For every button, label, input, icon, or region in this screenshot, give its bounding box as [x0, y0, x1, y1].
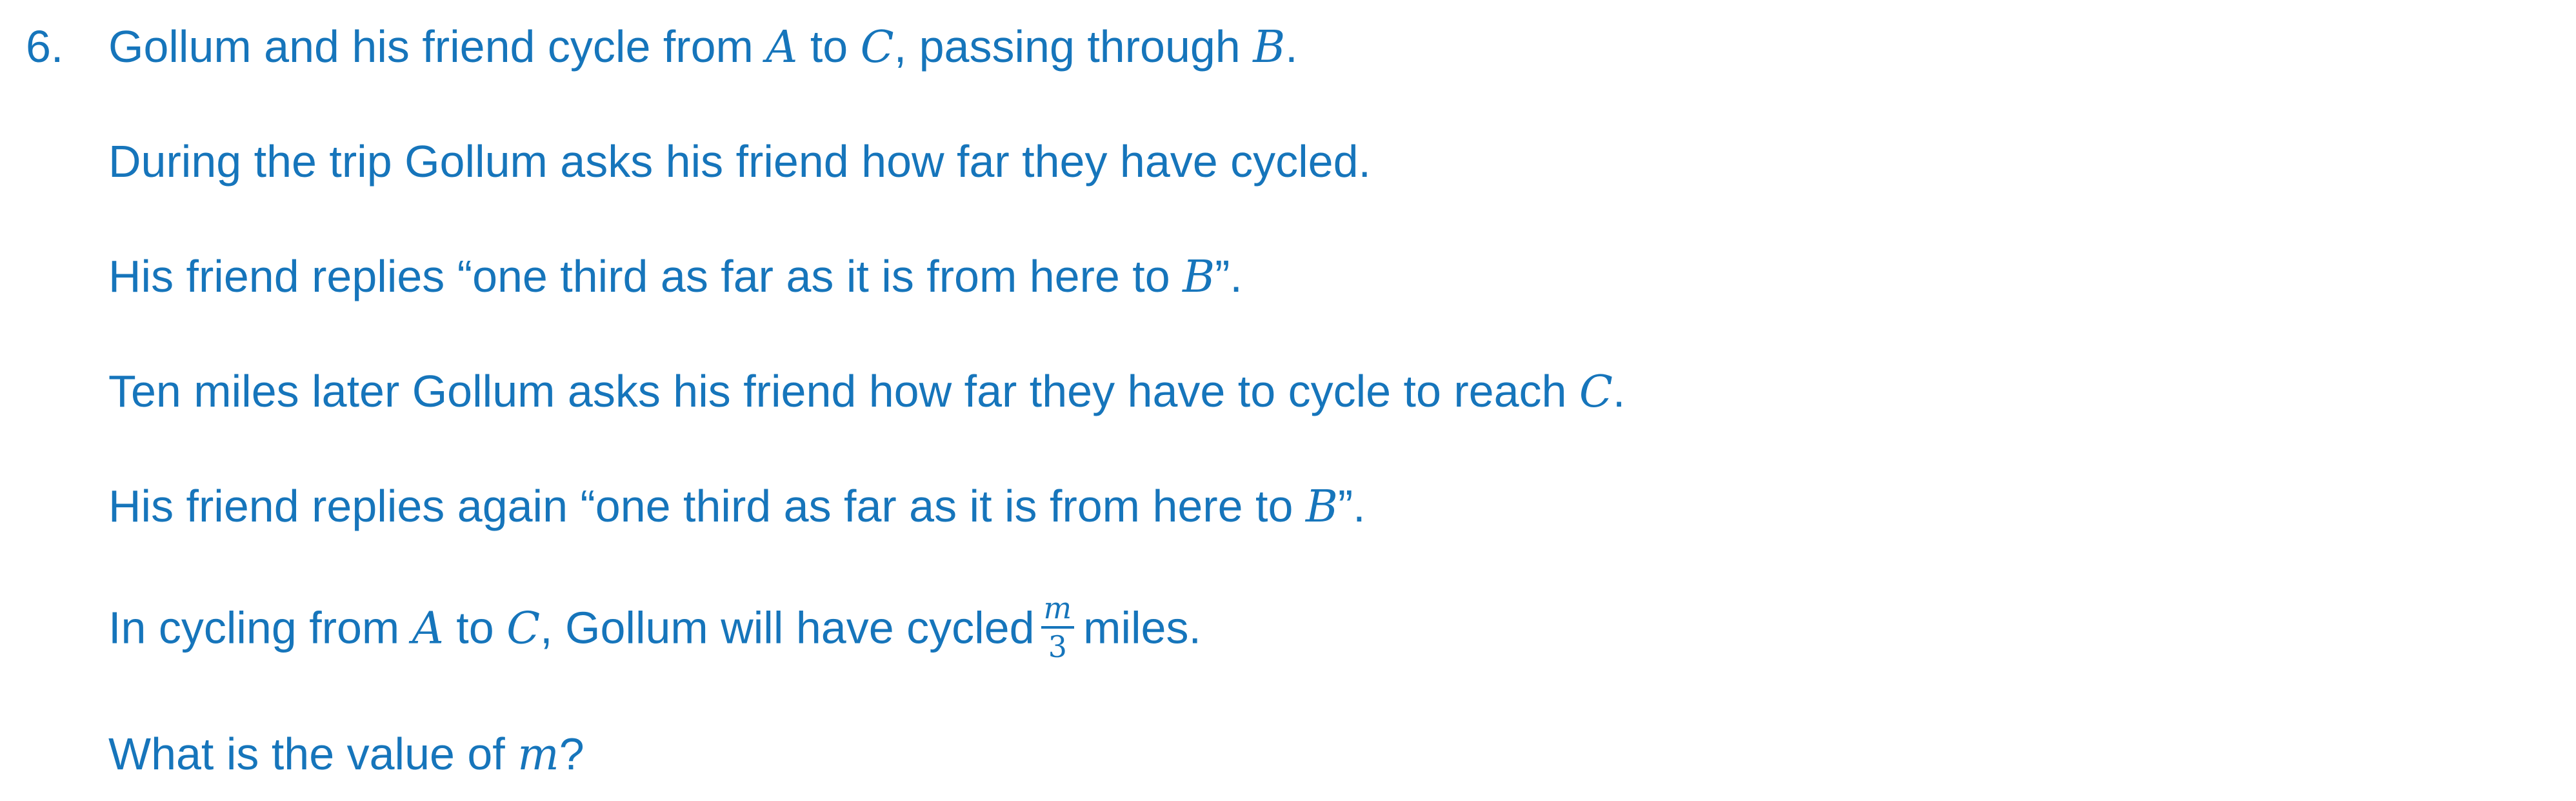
text: to: [443, 602, 507, 653]
fraction-numerator: m: [1043, 591, 1072, 625]
point-c: C: [1579, 367, 1613, 418]
point-b: B: [1305, 482, 1338, 532]
problem-line-2: During the trip Gollum asks his friend h…: [108, 136, 1371, 187]
variable-m: m: [517, 729, 559, 780]
problem-line-5: His friend replies again “one third as f…: [108, 474, 1366, 540]
text: , Gollum will have cycled: [540, 602, 1035, 653]
text: What is the value of: [108, 729, 518, 779]
fraction-denominator: 3: [1048, 629, 1067, 664]
text: His friend replies again “one third as f…: [108, 481, 1306, 531]
problem-line-3: His friend replies “one third as far as …: [108, 244, 1243, 310]
text: , passing through: [894, 21, 1253, 72]
text: .: [1612, 366, 1626, 416]
point-c: C: [506, 603, 541, 654]
text: to: [797, 21, 861, 72]
point-b: B: [1253, 22, 1286, 73]
point-b: B: [1183, 252, 1215, 303]
fraction-bar: [1041, 626, 1075, 629]
point-c: C: [860, 22, 894, 73]
text: In cycling from: [108, 602, 412, 653]
text: Gollum and his friend cycle from: [108, 21, 766, 72]
text: ”.: [1215, 251, 1243, 301]
problem-line-6: In cycling from A to C, Gollum will have…: [108, 591, 1201, 667]
text: His friend replies “one third as far as …: [108, 251, 1183, 301]
question-number: 6.: [26, 21, 64, 72]
point-a: A: [412, 603, 444, 654]
problem-line-7: What is the value of m?: [108, 722, 584, 787]
text: miles.: [1083, 602, 1201, 653]
problem-line-1: Gollum and his friend cycle from A to C,…: [108, 14, 1298, 80]
text: ”.: [1337, 481, 1366, 531]
text: Ten miles later Gollum asks his friend h…: [108, 366, 1579, 416]
text: ?: [559, 729, 584, 779]
point-a: A: [766, 22, 798, 73]
text: .: [1285, 21, 1298, 72]
problem-line-4: Ten miles later Gollum asks his friend h…: [108, 359, 1625, 425]
